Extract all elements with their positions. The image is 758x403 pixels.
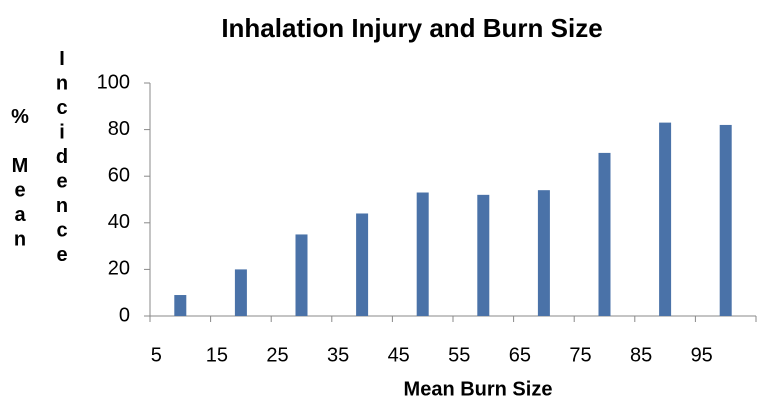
x-tick-label: 65: [509, 344, 531, 366]
bar: [174, 295, 187, 316]
chart-title: Inhalation Injury and Burn Size: [221, 13, 602, 43]
x-tick-label: 75: [569, 344, 591, 366]
x-tick-label: 15: [206, 344, 228, 366]
x-tick-label: 95: [691, 344, 713, 366]
bar: [719, 124, 732, 316]
y-tick-label: 60: [108, 164, 130, 186]
x-tick-label: 35: [327, 344, 349, 366]
bar: [416, 192, 429, 316]
bar: [477, 194, 490, 316]
y-tick-label: 100: [97, 71, 130, 93]
x-tick-label: 5: [151, 344, 162, 366]
bar: [659, 122, 672, 316]
bar: [598, 152, 611, 316]
bar: [295, 234, 308, 316]
y-tick-label: 80: [108, 118, 130, 140]
y-tick-label: 40: [108, 211, 130, 233]
bar: [356, 213, 369, 316]
x-tick-label: 55: [448, 344, 470, 366]
x-tick-label: 85: [630, 344, 652, 366]
x-tick-label: 25: [266, 344, 288, 366]
y-tick-label: 20: [108, 258, 130, 280]
x-axis-label: Mean Burn Size: [404, 378, 553, 400]
bar: [537, 190, 550, 316]
y-tick-label: 0: [119, 304, 130, 326]
bar: [234, 269, 247, 316]
x-tick-label: 45: [388, 344, 410, 366]
